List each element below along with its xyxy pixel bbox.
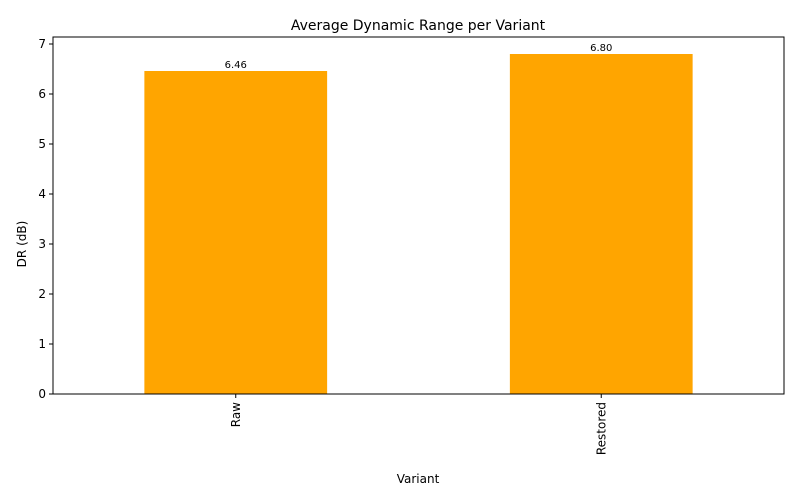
y-tick-label: 6 bbox=[38, 87, 46, 101]
bar-restored bbox=[509, 54, 693, 394]
plot-frame bbox=[52, 36, 785, 395]
y-axis-ticks: 0 1 2 3 4 5 6 7 bbox=[38, 37, 53, 401]
x-tick-label: Raw bbox=[229, 402, 243, 427]
y-tick-label: 7 bbox=[38, 37, 46, 51]
y-tick-label: 3 bbox=[38, 237, 46, 251]
value-label-raw: 6.46 bbox=[225, 60, 247, 71]
y-tick-label: 1 bbox=[38, 337, 46, 351]
bars-layer bbox=[144, 54, 693, 394]
chart-title: Average Dynamic Range per Variant bbox=[291, 18, 546, 34]
bar-raw bbox=[144, 71, 328, 394]
x-tick-label: Restored bbox=[594, 402, 608, 455]
y-tick-label: 4 bbox=[38, 187, 46, 201]
y-tick-label: 5 bbox=[38, 137, 46, 151]
value-labels-layer: 6.46 6.80 bbox=[225, 43, 613, 71]
y-axis-label: DR (dB) bbox=[15, 221, 29, 268]
x-axis-ticks: Raw Restored bbox=[229, 394, 608, 455]
x-axis-label: Variant bbox=[397, 472, 440, 486]
y-tick-label: 0 bbox=[38, 387, 46, 401]
value-label-restored: 6.80 bbox=[590, 43, 612, 54]
y-tick-label: 2 bbox=[38, 287, 46, 301]
